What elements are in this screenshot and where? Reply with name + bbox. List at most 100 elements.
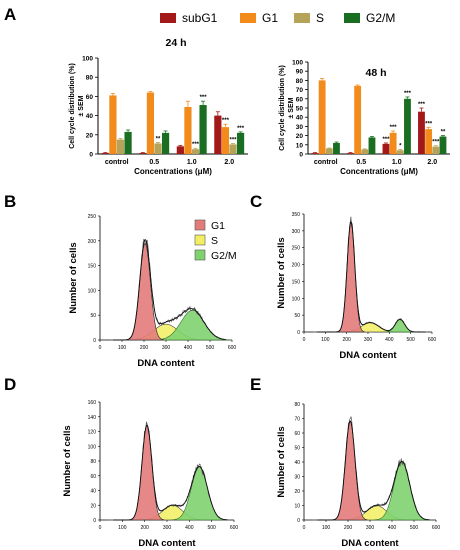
hist-y-tick-label-b: 0 <box>93 338 96 344</box>
category-label-1: 1.0 <box>392 159 402 166</box>
histogram-legend: G1 S G2/M <box>194 219 237 262</box>
y-tick-label-1: 40 <box>296 115 304 122</box>
bar-G1-control <box>109 95 117 154</box>
hist-y-tick-label-c: 200 <box>292 263 301 269</box>
panel-label-b: B <box>4 192 16 211</box>
significance-mark-G2/M-2.0: ** <box>441 130 446 136</box>
hist-x-tick-label-e: 100 <box>322 525 331 531</box>
y-tick-label-1: 60 <box>296 96 304 103</box>
fit-curve-e <box>317 420 430 521</box>
y-tick-label-0: 60 <box>86 94 94 101</box>
y-tick-label-0: 80 <box>86 75 94 82</box>
significance-mark-G1-2.0: *** <box>425 121 433 127</box>
bar-G1-0.5 <box>146 92 155 154</box>
category-label-1: control <box>314 159 338 166</box>
hist-y-tick-label-d: 140 <box>88 415 97 421</box>
hist-x-tick-label-b: 300 <box>162 345 171 351</box>
peak-G1-e <box>332 421 368 521</box>
legend-label-g2m: G2/M <box>366 11 395 25</box>
panel-label-c: C <box>250 192 262 211</box>
hist-x-tick-label-d: 200 <box>140 525 149 531</box>
hist-x-tick-label-e: 400 <box>388 525 397 531</box>
hist-y-tick-label-e: 20 <box>294 489 300 495</box>
hist-y-tick-label-c: 100 <box>292 296 301 302</box>
hist-x-tick-label-d: 300 <box>163 525 172 531</box>
y-tick-label-0: 0 <box>89 152 93 159</box>
significance-mark-G2/M-2.0: *** <box>237 126 245 132</box>
y-tick-label-1: 100 <box>292 60 303 67</box>
bar-G2/M-control <box>124 131 132 154</box>
bar-G1-control <box>318 80 326 154</box>
panel-label-a: A <box>4 5 16 24</box>
legend-swatch-g1 <box>240 13 256 23</box>
hist-x-tick-label-e: 300 <box>366 525 375 531</box>
hist-legend-swatch-s <box>194 234 206 246</box>
significance-mark-G1-2.0: *** <box>222 118 230 124</box>
hist-x-tick-label-c: 200 <box>342 337 351 343</box>
peak-G1-d <box>129 425 165 521</box>
category-label-0: 0.5 <box>149 159 159 166</box>
significance-mark-G2/M-1.0: *** <box>404 91 412 97</box>
hist-y-tick-label-e: 60 <box>294 431 300 437</box>
significance-mark-S-2.0: *** <box>229 137 237 143</box>
significance-mark-S-0.5: ** <box>156 136 161 142</box>
hist-x-tick-label-b: 500 <box>206 345 215 351</box>
hist-x-tick-label-e: 0 <box>303 525 306 531</box>
chart-title-1: 48 h <box>365 67 386 79</box>
legend-label-g1: G1 <box>262 11 278 25</box>
bar-S-1.0 <box>191 149 200 154</box>
fit-curve-d <box>113 424 228 521</box>
bar-G1-0.5 <box>354 85 362 154</box>
significance-mark-subG1-2.0: *** <box>418 102 426 108</box>
hist-legend-swatch-g2m <box>194 249 206 261</box>
hist-x-tick-label-e: 600 <box>432 525 441 531</box>
bar-G1-1.0 <box>389 132 397 154</box>
hist-y-tick-label-b: 250 <box>88 214 97 220</box>
panel-label-d: D <box>4 375 16 394</box>
y-tick-label-1: 10 <box>296 142 304 149</box>
hist-y-tick-label-c: 150 <box>292 279 301 285</box>
hist-legend-label-g1: G1 <box>211 220 225 232</box>
fit-curve-b <box>113 239 226 341</box>
significance-mark-subG1-1.0: *** <box>382 137 390 143</box>
y-tick-label-0: 20 <box>86 132 94 139</box>
bar-S-0.5 <box>154 143 162 154</box>
legend-swatch-g2m <box>344 13 360 23</box>
hist-x-axis-label-b: DNA content <box>137 358 195 369</box>
peak-G1-b <box>126 242 164 341</box>
hist-y-tick-label-c: 300 <box>292 229 301 235</box>
y-tick-label-1: 70 <box>296 87 304 94</box>
legend-swatch-subg1 <box>160 13 176 23</box>
bar-G2/M-2.0 <box>236 132 245 154</box>
hist-x-tick-label-d: 100 <box>118 525 127 531</box>
bar-G2/M-1.0 <box>404 98 411 154</box>
hist-y-tick-label-d: 120 <box>88 430 97 436</box>
y-axis-label-0: ± SEM <box>78 95 85 116</box>
bar-subG1-2.0 <box>214 115 222 154</box>
legend-swatch-s <box>294 13 310 23</box>
bar-G1-1.0 <box>184 106 192 154</box>
bar-subG1-0.5 <box>139 153 147 154</box>
hist-x-tick-label-d: 500 <box>207 525 216 531</box>
bar-S-control <box>325 148 333 154</box>
hist-y-tick-label-e: 80 <box>294 402 300 408</box>
y-tick-label-1: 80 <box>296 78 304 85</box>
legend-label-subg1: subG1 <box>182 11 218 25</box>
y-tick-label-1: 90 <box>296 69 304 76</box>
hist-y-tick-label-d: 60 <box>90 474 96 480</box>
hist-y-tick-label-d: 160 <box>88 400 97 406</box>
bar-subG1-control <box>311 153 319 154</box>
hist-y-tick-label-b: 150 <box>88 264 97 270</box>
hist-y-tick-label-d: 100 <box>88 444 97 450</box>
bar-subG1-control <box>101 153 109 154</box>
category-label-0: control <box>105 159 129 166</box>
hist-y-tick-label-e: 0 <box>297 518 300 524</box>
panel-label-e: E <box>250 375 261 394</box>
bar-G2/M-1.0 <box>199 105 207 154</box>
y-tick-label-1: 0 <box>299 152 303 159</box>
category-label-1: 0.5 <box>356 159 366 166</box>
hist-y-tick-label-b: 100 <box>88 288 97 294</box>
hist-x-axis-label-c: DNA content <box>339 350 397 361</box>
hist-x-axis-label-e: DNA content <box>341 538 399 549</box>
